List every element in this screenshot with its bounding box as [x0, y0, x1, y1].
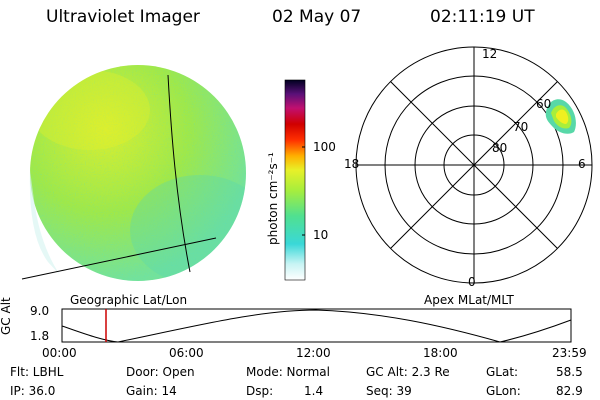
filter-info: Flt: LBHL: [10, 365, 64, 379]
meridian-line: [167, 74, 191, 273]
mlt-18-label: 18: [344, 157, 360, 171]
colorbar-tick-10-label: 10: [313, 228, 329, 242]
time-tick-label: 06:00: [169, 346, 204, 360]
glat-value: 58.5: [556, 365, 583, 379]
apex-label: Apex MLat/MLT: [424, 293, 514, 307]
aurora-region: [545, 99, 576, 134]
colorbar-unit-label: photon cm⁻²s⁻¹: [266, 152, 280, 245]
mlt-6-label: 6: [578, 157, 586, 171]
ip-info: IP: 36.0: [10, 384, 56, 398]
polar-plot: [355, 46, 593, 284]
altitude-tick-low: 1.8: [30, 329, 50, 343]
lat-60-label: 60: [536, 97, 552, 111]
glon-label: GLon:: [486, 384, 521, 398]
date-label: 02 May 07: [272, 7, 362, 27]
colorbar: [284, 79, 306, 281]
mlt-12-label: 12: [482, 47, 498, 61]
colorbar-tick-100-label: 100: [313, 140, 336, 154]
lat-70-label: 70: [513, 120, 529, 134]
altitude-axis-label: GC Alt: [0, 297, 13, 335]
glon-value: 82.9: [556, 384, 583, 398]
time-tick-label: 00:00: [42, 346, 77, 360]
lat-80-label: 80: [492, 141, 508, 155]
time-tick-label: 12:00: [296, 346, 331, 360]
mode-info: Mode: Normal: [246, 365, 330, 379]
altitude-tick-high: 9.0: [30, 304, 50, 318]
gc-alt-info: GC Alt: 2.3 Re: [366, 365, 450, 379]
door-info: Door: Open: [126, 365, 195, 379]
time-label: 02:11:19 UT: [430, 7, 535, 27]
seq-info: Seq: 39: [366, 384, 412, 398]
time-tick-label: 18:00: [423, 346, 458, 360]
dsp-value: 1.4: [304, 384, 324, 398]
geographic-label: Geographic Lat/Lon: [70, 293, 188, 307]
time-tick-label: 23:59: [552, 346, 587, 360]
glat-label: GLat:: [486, 365, 519, 379]
instrument-title: Ultraviolet Imager: [46, 7, 200, 27]
latitude-line: [21, 237, 217, 280]
dsp-label: Dsp:: [246, 384, 274, 398]
gain-info: Gain: 14: [126, 384, 177, 398]
altitude-plot-frame: [61, 308, 572, 343]
mlt-0-label: 0: [468, 275, 476, 289]
altitude-curve: [61, 309, 572, 343]
